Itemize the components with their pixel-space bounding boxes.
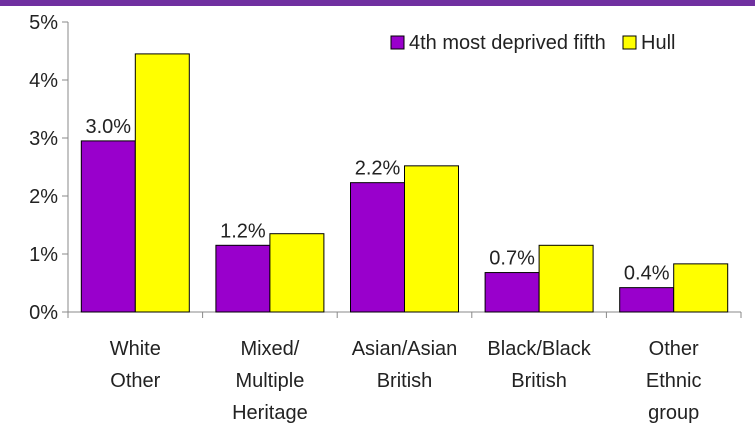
legend-swatch	[622, 35, 637, 50]
bar-hull	[673, 263, 729, 313]
y-axis: 0% 1% 2% 3% 4% 5%	[29, 12, 68, 324]
legend-item-deprived-fifth: 4th most deprived fifth	[390, 32, 606, 54]
bar-deprived-fifth	[484, 272, 540, 313]
data-label: 1.2%	[220, 220, 266, 242]
bar-deprived-fifth	[80, 140, 136, 313]
bar-hull	[538, 244, 594, 313]
header-stripe	[0, 0, 755, 6]
x-category-label: Other Ethnic group	[646, 338, 702, 424]
bar-hull	[134, 53, 190, 313]
y-tick-label: 4%	[29, 70, 58, 92]
legend-label: Hull	[641, 32, 675, 54]
x-category-label: Mixed/Multiple Heritage	[232, 338, 308, 424]
y-tick-label: 2%	[29, 186, 58, 208]
legend: 4th most deprived fifth Hull	[390, 32, 675, 54]
y-tick-label: 0%	[29, 302, 58, 324]
x-category-label: Black/Black British	[487, 338, 591, 392]
bar-hull	[404, 165, 459, 313]
bars: 3.0% 1.2% 2.2% 0.7% 0.4%	[80, 53, 729, 313]
data-label: 0.4%	[624, 263, 670, 285]
bar-deprived-fifth	[350, 182, 405, 313]
bar-hull	[269, 233, 325, 313]
y-tick-label: 1%	[29, 244, 58, 266]
legend-label: 4th most deprived fifth	[409, 32, 606, 54]
legend-swatch	[390, 35, 405, 50]
legend-item-hull: Hull	[622, 32, 675, 54]
bar-deprived-fifth	[215, 244, 271, 313]
data-label: 3.0%	[86, 116, 132, 138]
x-axis: White Other Mixed/Multiple Heritage Asian/As…	[67, 312, 742, 424]
x-category-label: Asian/Asian British	[352, 338, 458, 392]
x-category-label: White Other	[110, 338, 161, 392]
y-tick-label: 3%	[29, 128, 58, 150]
data-label: 0.7%	[489, 248, 535, 270]
y-tick-label: 5%	[29, 12, 58, 34]
data-label: 2.2%	[355, 158, 401, 180]
bar-deprived-fifth	[619, 287, 675, 313]
